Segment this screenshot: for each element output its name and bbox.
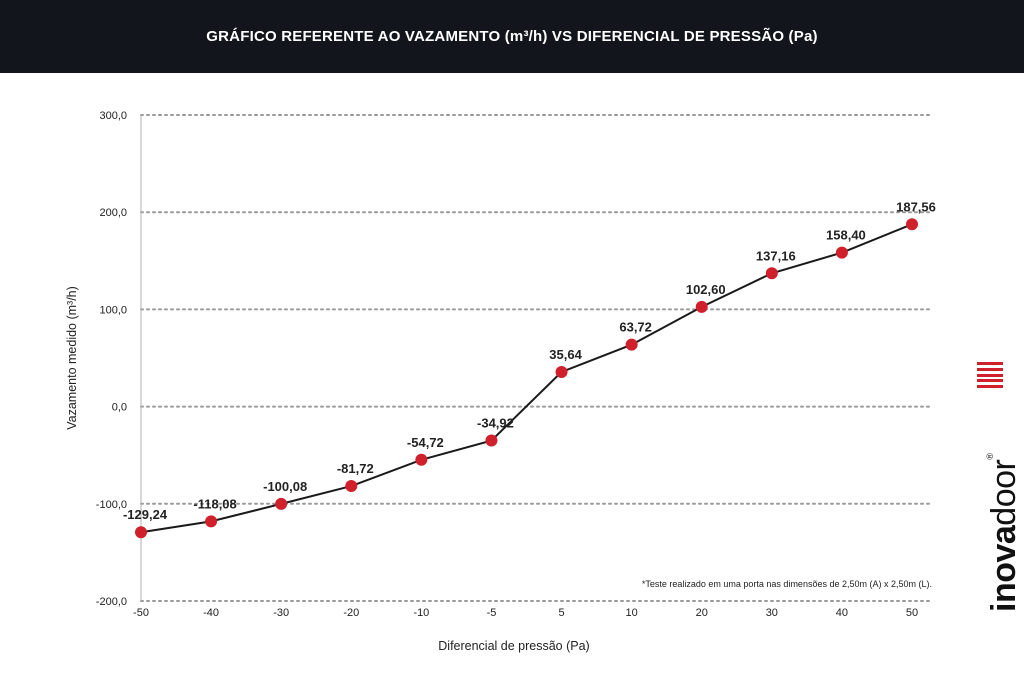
x-tick-label: 40 — [836, 607, 848, 619]
data-label: 63,72 — [619, 320, 652, 335]
data-label: -129,24 — [123, 507, 168, 522]
data-point — [135, 526, 147, 539]
registered-mark: ® — [985, 453, 995, 460]
x-tick-label: -40 — [203, 607, 219, 619]
data-label: 137,16 — [756, 248, 796, 263]
x-tick-labels: -50 -40 -30 -20 -10 -5 5 10 20 30 40 50 — [133, 607, 918, 619]
logo-wordmark-regular: door — [985, 459, 1023, 526]
x-tick-label: 50 — [906, 607, 918, 619]
logo-wordmark-bold: inova — [985, 525, 1023, 612]
data-point — [906, 218, 918, 231]
x-tick-label: -20 — [343, 607, 359, 619]
logo-mark-icon — [977, 362, 1003, 388]
y-tick-label: 0,0 — [112, 402, 127, 414]
data-label: -100,08 — [263, 479, 307, 494]
data-label: -34,92 — [477, 416, 514, 431]
chart-title: GRÁFICO REFERENTE AO VAZAMENTO (m³/h) VS… — [206, 28, 818, 45]
x-tick-label: 30 — [766, 607, 778, 619]
x-tick-label: 20 — [696, 607, 708, 619]
data-point — [835, 246, 848, 259]
x-tick-label: -10 — [413, 607, 429, 619]
data-point — [275, 497, 288, 510]
data-point — [625, 338, 638, 351]
data-point — [555, 365, 568, 378]
data-point — [695, 300, 708, 313]
data-point — [485, 434, 498, 447]
y-tick-label: 300,0 — [99, 110, 127, 122]
grid-lines — [140, 114, 933, 602]
y-tick-label: 100,0 — [99, 304, 127, 316]
footnote: *Teste realizado em uma porta nas dimens… — [642, 579, 932, 589]
x-axis-title: Diferencial de pressão (Pa) — [438, 639, 589, 653]
x-tick-label: -50 — [133, 607, 149, 619]
data-label: -118,08 — [193, 496, 236, 511]
logo-wordmark: inovadoor® — [985, 453, 1024, 612]
data-label: -81,72 — [337, 461, 374, 476]
y-tick-label: 200,0 — [99, 207, 127, 219]
x-tick-label: 10 — [626, 607, 638, 619]
data-label: 187,56 — [896, 199, 936, 214]
y-axis-title: Vazamento medido (m³/h) — [65, 286, 79, 430]
x-tick-label: -5 — [487, 607, 497, 619]
data-points — [135, 218, 918, 539]
x-tick-label: -30 — [273, 607, 289, 619]
chart-header: GRÁFICO REFERENTE AO VAZAMENTO (m³/h) VS… — [0, 0, 1024, 73]
data-label: 158,40 — [826, 228, 866, 243]
data-point — [765, 267, 778, 280]
y-tick-label: -100,0 — [96, 499, 127, 511]
data-point — [345, 480, 358, 493]
data-label: -54,72 — [407, 435, 444, 450]
data-labels: -129,24 -118,08 -100,08 -81,72 -54,72 -34,92 3… — [123, 199, 936, 522]
series-line — [140, 223, 913, 534]
data-point — [205, 515, 218, 528]
data-label: 35,64 — [549, 347, 582, 362]
inovadoor-logo: inovadoor® — [955, 362, 1023, 612]
data-point — [415, 453, 428, 466]
data-label: 102,60 — [686, 282, 726, 297]
y-tick-labels: 300,0 200,0 100,0 0,0 -100,0 -200,0 — [96, 110, 127, 608]
x-tick-label: 5 — [558, 607, 564, 619]
y-tick-label: -200,0 — [96, 596, 127, 608]
